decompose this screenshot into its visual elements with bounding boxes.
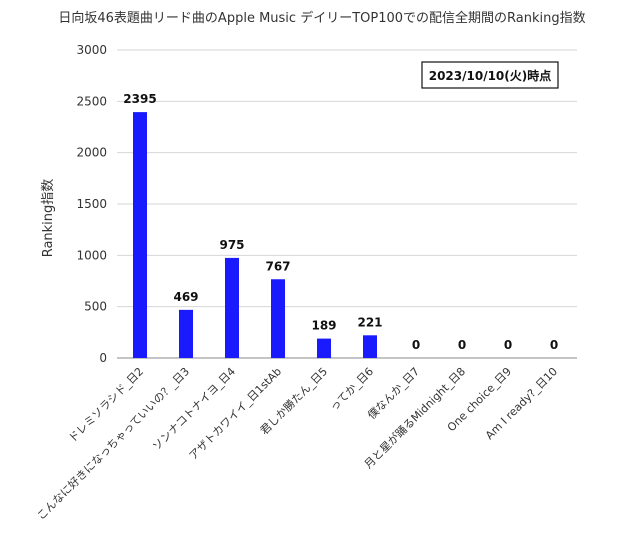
y-tick-label: 2000 [76, 146, 107, 160]
data-label: 189 [311, 319, 336, 333]
bar [225, 257, 239, 358]
bar [133, 112, 147, 358]
gridlines [117, 49, 577, 359]
date-annotation-box: 2023/10/10(火)時点 [421, 61, 559, 89]
data-label: 767 [265, 259, 290, 273]
y-tick-label: 1500 [76, 197, 107, 211]
y-tick-label: 3000 [76, 43, 107, 57]
date-annotation: 2023/10/10(火)時点 [429, 68, 552, 83]
annotation-frame [421, 61, 559, 89]
y-tick-labels: 0 500 1000 1500 2000 2500 3000 [76, 43, 107, 365]
data-labels: 2395 469 975 767 189 221 0 0 0 0 [123, 92, 558, 352]
bar [317, 338, 331, 358]
data-label: 469 [173, 290, 198, 304]
y-tick-label: 2500 [76, 94, 107, 108]
data-label: 975 [219, 238, 244, 252]
category-label: ドレミソラシド_日2 [66, 365, 146, 445]
data-label: 0 [458, 338, 466, 352]
bar [271, 279, 285, 358]
data-label: 0 [550, 338, 558, 352]
category-label: ソンナコトナイヨ_日4 [150, 365, 238, 453]
data-label: 0 [504, 338, 512, 352]
y-axis-label: Ranking指数 [41, 179, 56, 258]
chart-title: 日向坂46表題曲リード曲のApple Music デイリーTOP100での配信全… [58, 10, 585, 26]
data-label: 221 [357, 315, 382, 329]
bars [133, 112, 377, 358]
y-tick-label: 500 [84, 300, 107, 314]
data-label: 2395 [123, 92, 156, 106]
category-label: アザトカワイイ_日1stAb [186, 365, 284, 463]
bar [363, 335, 377, 358]
data-label: 0 [412, 338, 420, 352]
category-labels: ドレミソラシド_日2こんなに好きになっちゃっていいの？_日3ソンナコトナイヨ_日… [34, 364, 560, 522]
y-tick-label: 1000 [76, 248, 107, 262]
y-tick-label: 0 [99, 351, 107, 365]
category-label: ってか_日6 [327, 365, 376, 414]
bar [179, 309, 193, 358]
